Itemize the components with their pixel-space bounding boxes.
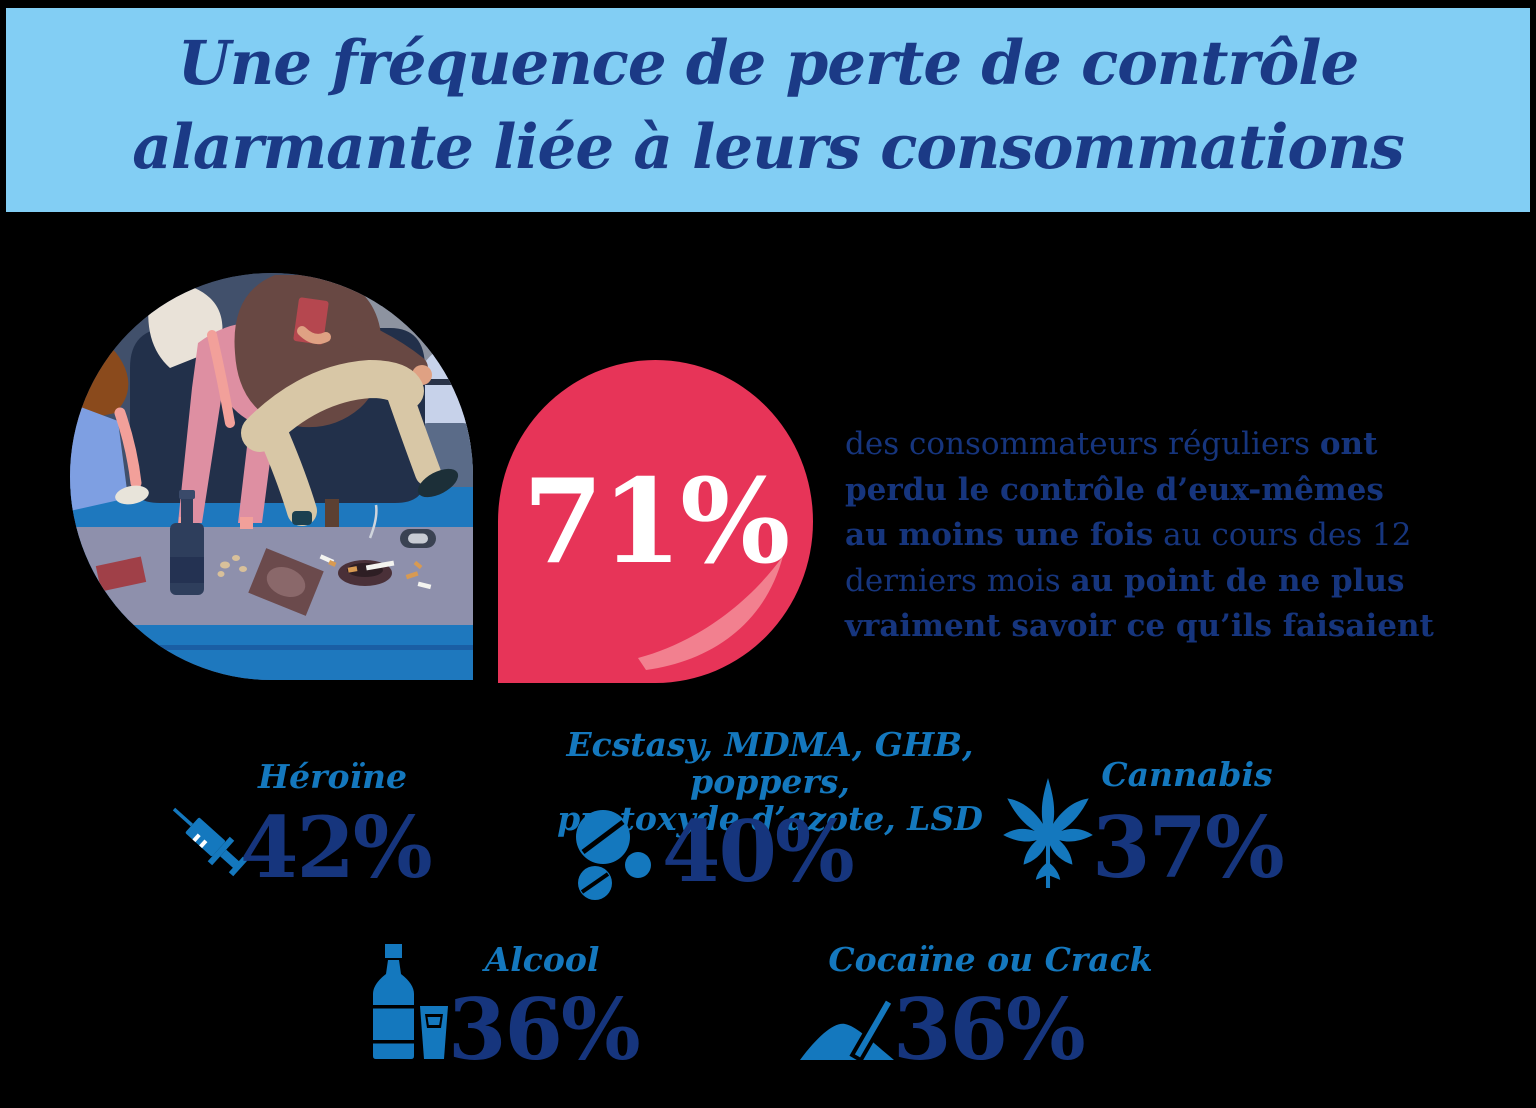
stat-value-heroine: 42% — [240, 798, 433, 897]
party-scene-drawing — [70, 273, 473, 680]
cigarette-butts — [319, 554, 432, 590]
floor-stripe — [70, 645, 473, 650]
bubble-highlight — [638, 556, 783, 670]
left-person-arm — [114, 407, 142, 489]
cannabis-leaf-icon — [1003, 778, 1093, 888]
page-title-line1: Une fréquence de perte de contrôle — [177, 28, 1360, 99]
bending-person-arm — [207, 330, 235, 428]
smoke — [368, 504, 378, 539]
wine-bottle-neck — [181, 497, 193, 527]
powder-and-straw-icon — [800, 995, 896, 1063]
headline-stat-bubble: 71% — [498, 360, 813, 683]
stat-label-ecstasy-line1: Ecstasy, MDMA, GHB, poppers, — [566, 725, 974, 801]
ashtray — [338, 504, 395, 586]
wine-bottle-cap — [179, 490, 195, 499]
title-banner: Une fréquence de perte de contrôle alarm… — [6, 8, 1530, 212]
stat-value-ecstasy: 40% — [662, 802, 855, 901]
red-card — [95, 556, 147, 592]
powder-mound — [800, 1023, 894, 1060]
sitting-person-shin — [387, 382, 441, 486]
wine-bottle-label — [170, 557, 204, 583]
stat-value-alcohol: 36% — [448, 980, 641, 1079]
bottle-and-glass-icon — [373, 944, 448, 1059]
headline-stat-description: des consommateurs réguliers ont perdu le … — [845, 426, 1434, 644]
stat-value-cannabis: 37% — [1092, 798, 1285, 897]
page-title-line2: alarmante liée à leurs consommations — [132, 112, 1405, 183]
brown-envelope — [248, 548, 324, 616]
crumbs — [217, 555, 247, 577]
teal-sock — [292, 511, 312, 525]
stat-value-cocaine: 36% — [893, 980, 1086, 1079]
page-title: Une fréquence de perte de contrôle alarm… — [6, 8, 1530, 190]
stat-label-cocaine: Cocaïne ou Crack — [828, 940, 1153, 979]
pills-icon — [576, 810, 651, 900]
left-person-jeans — [70, 403, 128, 511]
stat-label-cannabis: Cannabis — [1101, 755, 1273, 794]
left-person-sneaker — [115, 485, 149, 505]
straw — [849, 995, 896, 1063]
stat-label-alcohol: Alcool — [484, 940, 600, 979]
stat-label-heroine: Héroïne — [257, 757, 408, 796]
phone — [400, 529, 436, 548]
headline-stat-value: 71% — [522, 453, 791, 590]
sitting-person-arm — [342, 320, 428, 381]
party-scene-illustration — [70, 273, 473, 680]
shelf-line — [400, 379, 473, 385]
dark-sneaker — [417, 468, 459, 498]
sitting-person-leg-2 — [260, 423, 317, 526]
sitting-person-hand-2 — [297, 326, 331, 344]
syringe-icon — [172, 807, 248, 877]
bending-person-ankle-2 — [240, 517, 253, 529]
couch-leg — [325, 499, 339, 527]
